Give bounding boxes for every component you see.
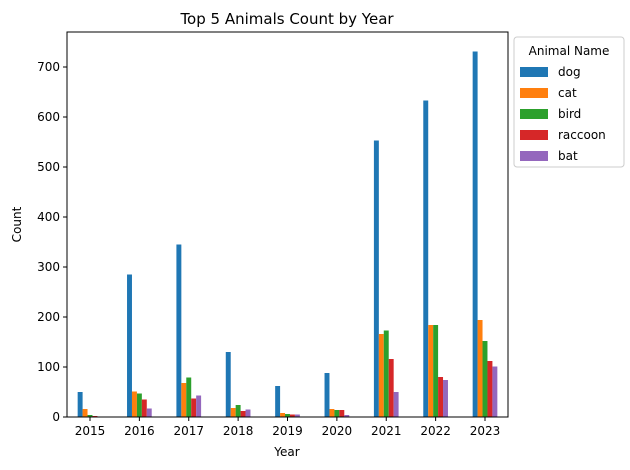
y-axis-label: Count [10, 206, 24, 242]
legend-label-cat: cat [558, 86, 577, 100]
bar-dog-2022 [423, 100, 429, 417]
bar-bat-2017 [196, 395, 202, 417]
bar-cat-2023 [477, 320, 483, 417]
x-tick-label-2019: 2019 [272, 424, 303, 438]
y-tick-label-400: 400 [37, 210, 60, 224]
bar-bat-2018 [245, 409, 251, 417]
legend-swatch-raccoon [520, 130, 548, 140]
bar-bird-2015 [87, 415, 93, 417]
legend: Animal Name dog cat bird raccoon bat [513, 36, 625, 168]
bar-raccoon-2018 [240, 411, 246, 417]
bar-bird-2019 [285, 414, 290, 417]
y-tick-label-500: 500 [37, 160, 60, 174]
x-tick-label-2018: 2018 [223, 424, 254, 438]
legend-label-bird: bird [558, 107, 581, 121]
bar-bat-2021 [393, 392, 399, 417]
x-tick-label-2020: 2020 [322, 424, 353, 438]
bar-cat-2018 [230, 408, 236, 417]
legend-label-dog: dog [558, 65, 581, 79]
bar-bird-2021 [383, 330, 389, 417]
x-tick-label-2015: 2015 [75, 424, 106, 438]
bar-raccoon-2019 [289, 414, 295, 417]
y-tick-label-200: 200 [37, 310, 60, 324]
bar-cat-2021 [378, 334, 384, 417]
bar-cat-2016 [131, 391, 137, 417]
bar-raccoon-2023 [487, 361, 493, 417]
bar-dog-2018 [225, 352, 231, 417]
bar-cat-2020 [329, 409, 335, 417]
bar-dog-2015 [77, 392, 83, 417]
chart-title: Top 5 Animals Count by Year [179, 10, 394, 28]
bar-dog-2016 [127, 274, 132, 417]
bar-raccoon-2020 [339, 410, 345, 417]
bars-group [77, 51, 498, 417]
bar-bird-2018 [235, 405, 241, 417]
legend-swatch-bat [520, 151, 548, 161]
y-tick-label-0: 0 [52, 410, 60, 424]
bar-bat-2016 [146, 408, 152, 417]
bar-cat-2022 [428, 325, 434, 417]
y-tick-label-700: 700 [37, 60, 60, 74]
legend-swatch-cat [520, 88, 548, 98]
bar-cat-2015 [82, 409, 88, 417]
x-tick-label-2022: 2022 [420, 424, 451, 438]
bar-dog-2017 [176, 244, 182, 417]
y-tick-label-300: 300 [37, 260, 60, 274]
plot-frame [66, 31, 509, 418]
y-axis: 0 100 200 300 400 500 600 700 [37, 60, 67, 424]
x-tick-label-2017: 2017 [173, 424, 204, 438]
bar-raccoon-2022 [438, 377, 444, 417]
bar-raccoon-2017 [191, 398, 197, 417]
bar-bat-2022 [443, 380, 448, 417]
x-tick-label-2023: 2023 [470, 424, 501, 438]
legend-label-bat: bat [558, 149, 578, 163]
y-tick-label-600: 600 [37, 110, 60, 124]
x-axis-label: Year [273, 445, 299, 459]
legend-title: Animal Name [529, 44, 610, 58]
bar-bat-2020 [344, 415, 350, 417]
x-tick-label-2016: 2016 [124, 424, 155, 438]
bar-bat-2023 [492, 366, 498, 417]
bar-bird-2023 [482, 341, 488, 417]
y-tick-label-100: 100 [37, 360, 60, 374]
legend-label-raccoon: raccoon [558, 128, 606, 142]
bar-bird-2016 [136, 393, 142, 417]
bar-dog-2020 [324, 373, 330, 417]
bar-dog-2021 [373, 140, 379, 417]
bar-bird-2020 [334, 410, 340, 417]
legend-swatch-bird [520, 109, 548, 119]
legend-swatch-dog [520, 67, 548, 77]
bar-cat-2017 [181, 383, 187, 417]
bar-bird-2022 [433, 325, 439, 417]
bar-bird-2017 [186, 377, 192, 417]
bar-bat-2019 [294, 414, 300, 417]
x-axis: 2015 2016 2017 2018 2019 2020 2021 2022 2023 [75, 417, 501, 438]
legend-items: dog cat bird raccoon bat [520, 65, 606, 163]
bar-dog-2019 [275, 386, 281, 417]
bar-raccoon-2021 [388, 359, 394, 417]
bar-raccoon-2016 [141, 399, 147, 417]
bar-cat-2019 [280, 413, 286, 417]
x-tick-label-2021: 2021 [371, 424, 402, 438]
bar-dog-2023 [472, 51, 478, 417]
